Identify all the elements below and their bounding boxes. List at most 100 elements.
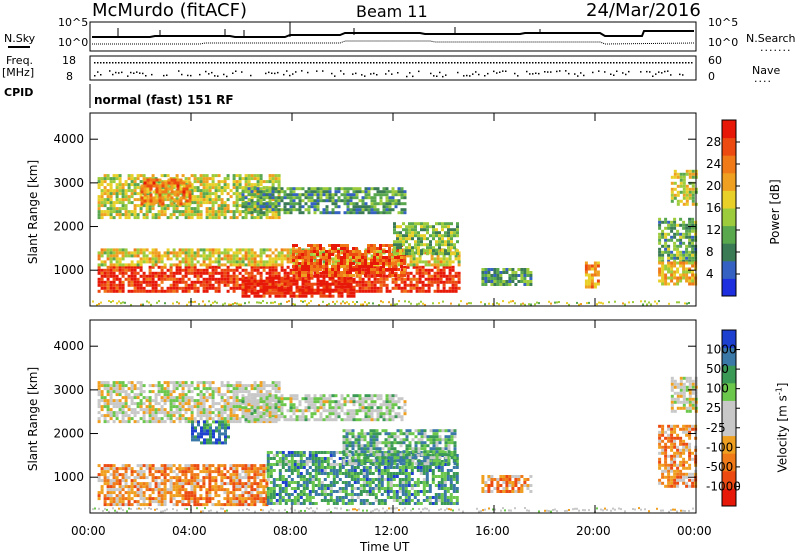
heatmap-cell bbox=[337, 199, 341, 203]
heatmap-cell bbox=[278, 499, 282, 502]
heatmap-cell bbox=[436, 286, 440, 290]
heatmap-cell bbox=[328, 250, 331, 253]
heatmap-cell bbox=[289, 193, 293, 197]
freq-dot bbox=[235, 62, 237, 64]
heatmap-cell bbox=[414, 228, 417, 232]
heatmap-cell bbox=[226, 280, 230, 284]
heatmap-cell bbox=[106, 274, 110, 278]
heatmap-cell bbox=[214, 213, 218, 217]
heatmap-cell bbox=[379, 259, 382, 262]
heatmap-cell bbox=[490, 277, 494, 280]
heatmap-cell bbox=[292, 250, 295, 253]
heatmap-cell bbox=[299, 472, 303, 475]
heatmap-cell bbox=[502, 271, 506, 274]
heatmap-cell bbox=[290, 478, 294, 481]
heatmap-cell bbox=[190, 207, 194, 211]
ground-scatter bbox=[568, 303, 570, 306]
heatmap-cell bbox=[157, 277, 161, 281]
heatmap-cell bbox=[142, 503, 146, 507]
heatmap-cell bbox=[340, 262, 343, 265]
ground-scatter bbox=[686, 302, 688, 305]
heatmap-cell bbox=[124, 210, 128, 214]
heatmap-cell bbox=[232, 467, 236, 471]
heatmap-cell bbox=[280, 187, 284, 191]
heatmap-cell bbox=[688, 279, 692, 283]
heatmap-cell bbox=[286, 279, 290, 283]
heatmap-cell bbox=[154, 251, 158, 255]
heatmap-cell bbox=[193, 497, 197, 501]
heatmap-cell bbox=[271, 257, 275, 261]
heatmap-cell bbox=[253, 265, 257, 269]
heatmap-cell bbox=[433, 271, 437, 275]
heatmap-cell bbox=[331, 260, 335, 264]
heatmap-cell bbox=[682, 256, 686, 260]
heatmap-cell bbox=[523, 271, 527, 274]
heatmap-cell bbox=[289, 251, 293, 255]
heatmap-cell bbox=[361, 262, 364, 265]
nave-dot bbox=[211, 71, 213, 74]
heatmap-cell bbox=[148, 265, 152, 269]
heatmap-cell bbox=[199, 216, 203, 220]
heatmap-cell bbox=[676, 190, 680, 194]
nave-dot bbox=[112, 73, 114, 76]
heatmap-cell bbox=[142, 473, 146, 477]
heatmap-cell bbox=[235, 464, 239, 468]
heatmap-cell bbox=[118, 268, 122, 272]
heatmap-cell bbox=[277, 183, 281, 187]
heatmap-cell bbox=[139, 476, 143, 480]
heatmap-cell bbox=[433, 265, 437, 269]
heatmap-cell bbox=[358, 211, 362, 215]
heatmap-cell bbox=[112, 286, 116, 290]
heatmap-cell bbox=[299, 454, 303, 457]
heatmap-cell bbox=[277, 190, 281, 194]
heatmap-cell bbox=[211, 177, 215, 181]
heatmap-cell bbox=[370, 254, 374, 258]
heatmap-cell bbox=[310, 274, 313, 277]
heatmap-cell bbox=[103, 204, 107, 208]
heatmap-cell bbox=[403, 277, 407, 281]
freq-dot bbox=[628, 62, 630, 64]
heatmap-cell bbox=[343, 279, 347, 283]
heatmap-cell bbox=[262, 251, 266, 255]
heatmap-cell bbox=[298, 256, 301, 259]
heatmap-cell bbox=[432, 237, 435, 241]
heatmap-cell bbox=[154, 216, 158, 220]
heatmap-cell bbox=[691, 187, 695, 191]
heatmap-cell bbox=[106, 482, 110, 486]
heatmap-cell bbox=[256, 294, 260, 298]
heatmap-cell bbox=[247, 248, 251, 252]
heatmap-cell bbox=[235, 201, 239, 205]
heatmap-cell bbox=[136, 174, 140, 178]
heatmap-cell bbox=[414, 240, 417, 244]
heatmap-cell bbox=[169, 274, 173, 278]
heatmap-cell bbox=[196, 280, 200, 284]
heatmap-cell bbox=[253, 473, 257, 477]
heatmap-cell bbox=[199, 254, 203, 258]
heatmap-cell bbox=[277, 213, 281, 217]
heatmap-cell bbox=[259, 491, 263, 495]
heatmap-cell bbox=[247, 254, 251, 258]
heatmap-cell bbox=[238, 494, 242, 498]
heatmap-cell bbox=[405, 228, 408, 232]
ground-scatter bbox=[404, 300, 406, 303]
heatmap-cell bbox=[322, 190, 326, 194]
heatmap-cell bbox=[269, 499, 273, 502]
heatmap-cell bbox=[148, 274, 152, 278]
heatmap-cell bbox=[358, 187, 362, 191]
heatmap-cell bbox=[124, 491, 128, 495]
heatmap-cell bbox=[154, 488, 158, 492]
heatmap-cell bbox=[490, 274, 494, 277]
heatmap-cell bbox=[184, 286, 188, 290]
heatmap-cell bbox=[328, 253, 331, 256]
ground-scatter bbox=[432, 302, 434, 305]
heatmap-cell bbox=[220, 473, 224, 477]
heatmap-cell bbox=[97, 186, 101, 190]
heatmap-cell bbox=[334, 211, 338, 215]
heatmap-cell bbox=[184, 467, 188, 471]
heatmap-cell bbox=[430, 263, 434, 267]
heatmap-cell bbox=[265, 282, 269, 286]
heatmap-cell bbox=[241, 470, 245, 474]
heatmap-cell bbox=[438, 246, 441, 250]
heatmap-cell bbox=[691, 229, 695, 233]
heatmap-cell bbox=[211, 213, 215, 217]
